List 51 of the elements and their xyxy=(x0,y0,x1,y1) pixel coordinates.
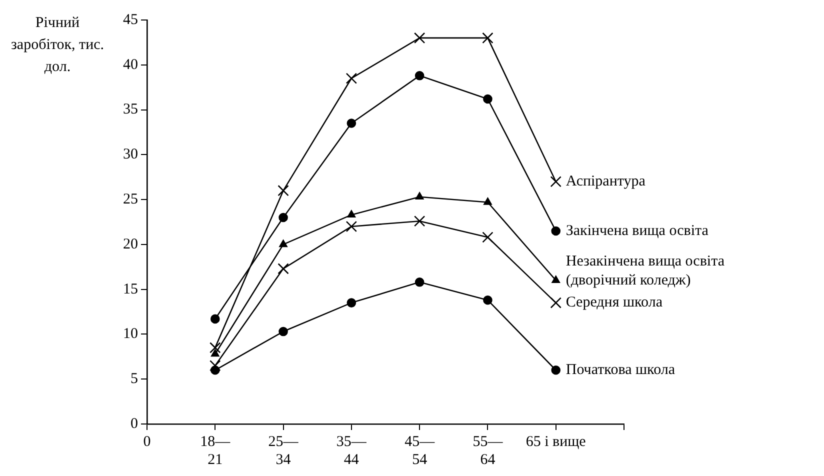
point xyxy=(414,71,424,80)
point xyxy=(483,94,492,104)
y-tick-label: 35 xyxy=(123,102,138,118)
point xyxy=(415,192,424,200)
y-tick-label: 45 xyxy=(123,12,138,28)
point xyxy=(211,349,220,357)
point xyxy=(552,276,560,284)
y-tick-label: 25 xyxy=(123,191,138,208)
y-tick-label: 40 xyxy=(123,56,138,73)
point xyxy=(346,220,358,232)
point xyxy=(278,326,288,336)
y-tick-label: 5 xyxy=(130,371,138,388)
point xyxy=(550,176,562,188)
point xyxy=(482,32,494,44)
series-label: Початкова школа xyxy=(566,362,676,378)
point xyxy=(551,226,561,236)
point xyxy=(346,72,358,84)
y-tick-label: 0 xyxy=(130,416,138,432)
point xyxy=(414,32,426,44)
y-tick-label: 30 xyxy=(123,146,138,163)
point xyxy=(414,278,424,287)
point xyxy=(210,342,221,354)
point xyxy=(484,198,492,205)
x-tick-label: 35—44 xyxy=(336,434,368,468)
x-tick-label: 45—54 xyxy=(404,434,436,468)
point xyxy=(347,210,356,218)
point xyxy=(278,263,289,274)
x-tick-label: 18—21 xyxy=(200,434,232,468)
x-tick-label: 65 і вище xyxy=(526,434,586,450)
x-tick-label: 55—64 xyxy=(472,434,504,468)
y-tick-label: 10 xyxy=(123,326,138,342)
point xyxy=(551,365,561,375)
point xyxy=(278,212,288,222)
series-label: Середня школа xyxy=(566,294,663,311)
point xyxy=(483,295,492,305)
point xyxy=(278,184,289,196)
point xyxy=(414,216,426,227)
y-axis-title: Річний заробіток, тис. дол. xyxy=(10,14,105,77)
y-tick-label: 20 xyxy=(123,236,138,252)
point xyxy=(346,298,356,308)
point xyxy=(210,314,220,324)
x-tick-label: 0 xyxy=(143,434,151,450)
point xyxy=(279,240,288,248)
series-label: Аспірантура xyxy=(566,174,646,190)
x-tick-label: 25—34 xyxy=(268,434,300,468)
point xyxy=(482,232,494,243)
series-label: Закінчена вища освіта xyxy=(566,222,709,239)
y-tick-label: 15 xyxy=(123,281,138,298)
series-label: Незакінчена вища освіта (дворічний коледж) xyxy=(566,253,725,288)
point xyxy=(346,118,356,128)
point xyxy=(550,297,562,308)
